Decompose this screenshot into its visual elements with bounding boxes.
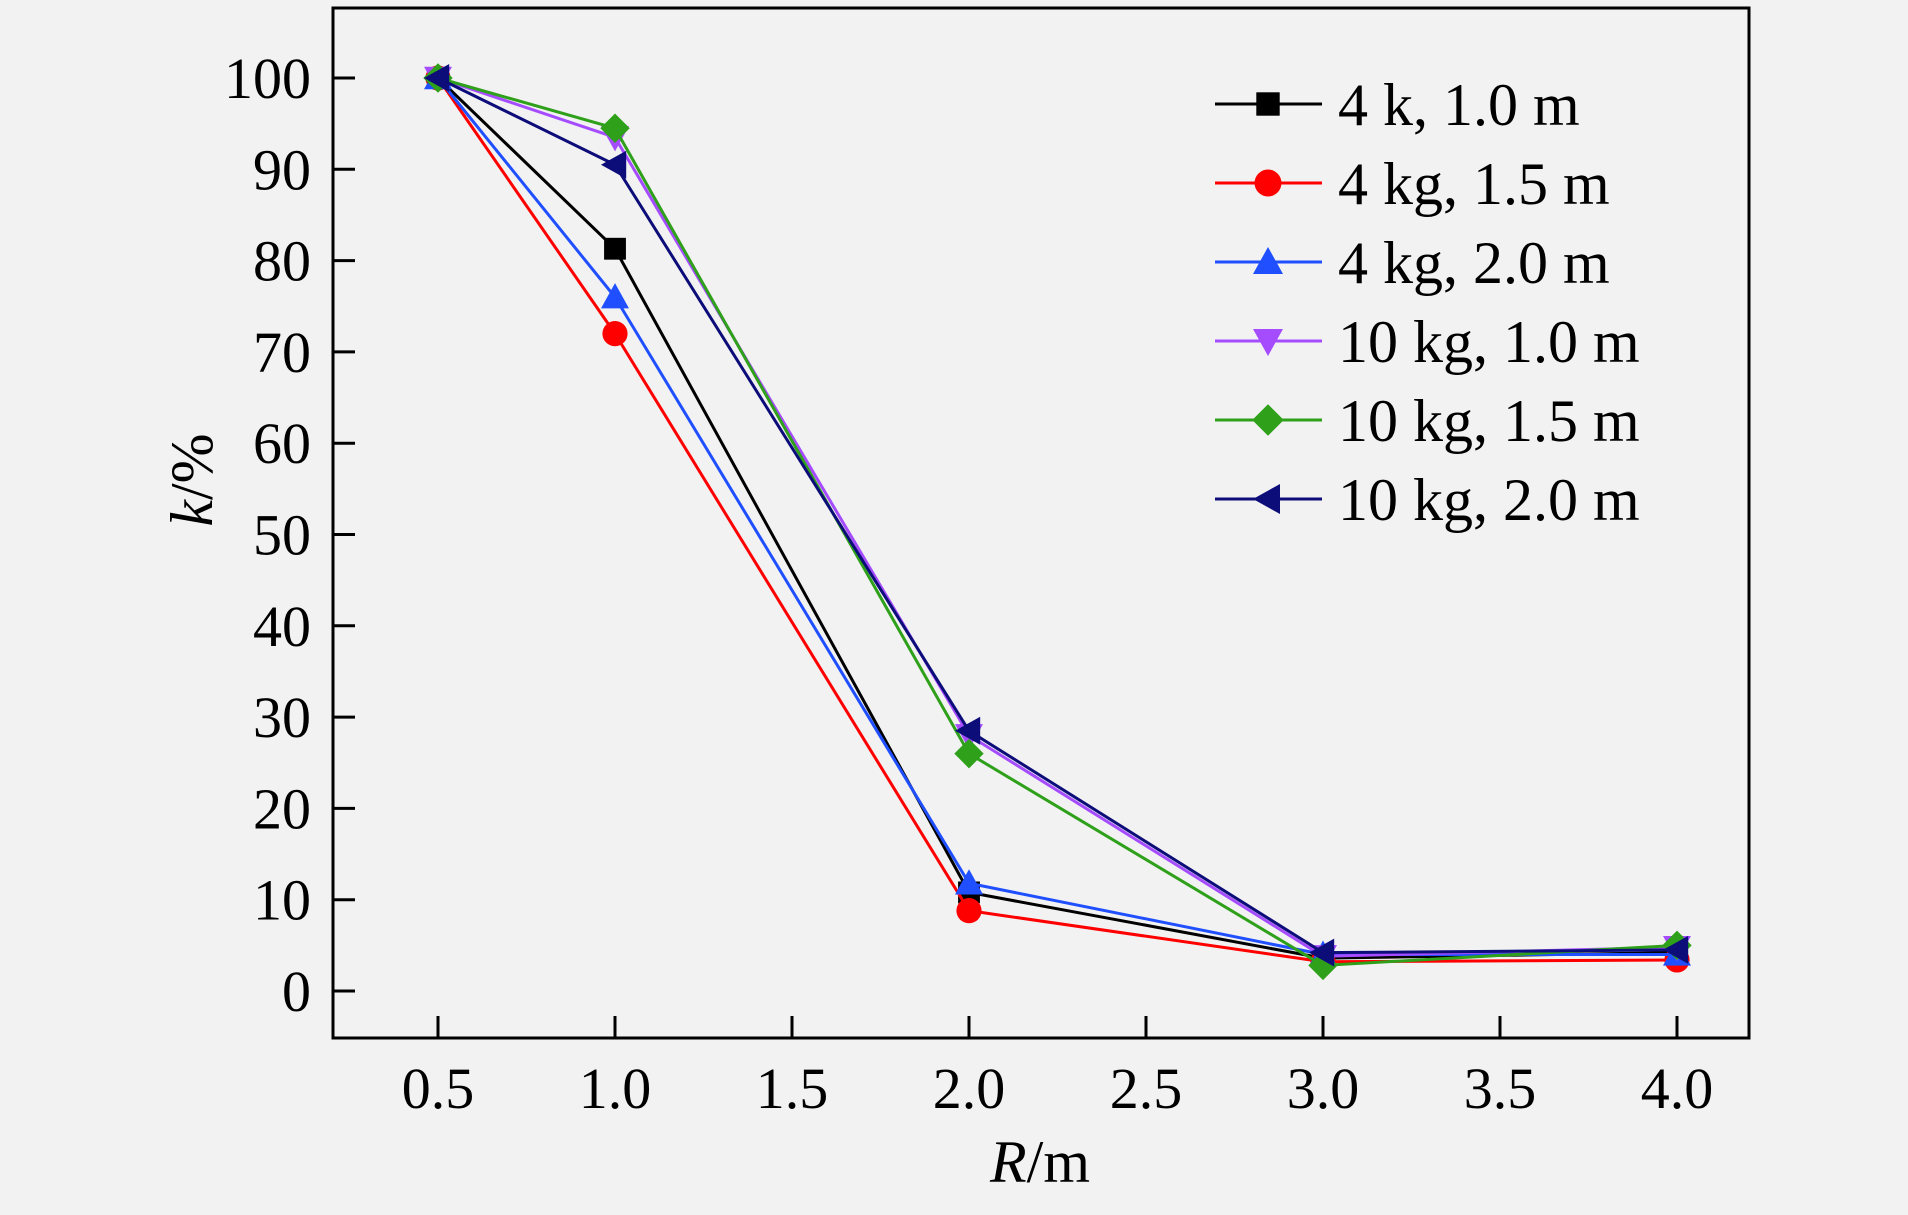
x-tick-label: 3.5 — [1464, 1056, 1537, 1121]
y-axis: 0 10 20 30 40 50 60 70 80 90 100 — [224, 46, 355, 1024]
y-tick-label: 60 — [253, 411, 311, 476]
triangle-left-marker — [1309, 938, 1335, 967]
circle-marker — [602, 321, 628, 347]
x-axis: 0.5 1.0 1.5 2.0 2.5 3.0 3.5 4.0 — [402, 1016, 1714, 1121]
legend-label: 10 kg, 2.0 m — [1338, 467, 1640, 533]
triangle-left-marker — [424, 64, 450, 92]
x-tick-label: 2.5 — [1110, 1056, 1183, 1121]
x-tick-label: 3.0 — [1287, 1056, 1360, 1121]
legend-item: 10 kg, 2.0 m — [1215, 467, 1640, 533]
diamond-marker — [600, 113, 630, 143]
y-tick-label: 10 — [253, 868, 311, 933]
x-axis-title: R/m — [989, 1129, 1090, 1195]
legend-label: 4 kg, 2.0 m — [1338, 230, 1610, 296]
triangle-up-marker — [955, 869, 983, 895]
triangle-left-marker — [955, 716, 981, 745]
x-tick-label: 0.5 — [402, 1056, 475, 1121]
triangle-down-marker — [1253, 329, 1283, 356]
triangle-left-marker — [1253, 484, 1280, 514]
circle-marker — [956, 898, 982, 924]
triangle-up-marker — [601, 283, 629, 309]
y-axis-title: k/% — [159, 433, 225, 526]
y-tick-label: 50 — [253, 503, 311, 568]
y-tick-label: 90 — [253, 137, 311, 202]
legend: 4 k, 1.0 m 4 kg, 1.5 m 4 kg, 2.0 m 10 kg, 1… — [1215, 72, 1640, 533]
y-tick-label: 100 — [224, 46, 311, 111]
legend-item: 4 k, 1.0 m — [1215, 72, 1580, 138]
plot-frame — [331, 6, 1751, 1040]
legend-item: 4 kg, 2.0 m — [1215, 230, 1610, 296]
x-tick-label: 1.5 — [756, 1056, 829, 1121]
series-layer — [423, 63, 1692, 981]
triangle-left-marker — [1663, 935, 1689, 964]
x-tick-label: 2.0 — [933, 1056, 1006, 1121]
series-6 — [424, 64, 1689, 967]
square-marker — [1256, 92, 1280, 116]
diamond-marker — [954, 738, 984, 769]
x-tick-label: 1.0 — [579, 1056, 652, 1121]
legend-item: 10 kg, 1.0 m — [1215, 309, 1640, 375]
legend-item: 10 kg, 1.5 m — [1215, 388, 1640, 454]
y-tick-label: 80 — [253, 229, 311, 294]
legend-label: 10 kg, 1.5 m — [1338, 388, 1640, 454]
legend-label: 4 k, 1.0 m — [1338, 72, 1580, 138]
square-marker — [604, 237, 626, 260]
x-tick-label: 4.0 — [1641, 1056, 1714, 1121]
y-tick-label: 40 — [253, 594, 311, 659]
legend-label: 4 kg, 1.5 m — [1338, 151, 1610, 217]
legend-item: 4 kg, 1.5 m — [1215, 151, 1610, 217]
y-tick-label: 20 — [253, 776, 311, 841]
y-tick-label: 0 — [282, 959, 311, 1024]
triangle-up-marker — [1253, 247, 1283, 274]
legend-label: 10 kg, 1.0 m — [1338, 309, 1640, 375]
circle-marker — [1254, 169, 1282, 197]
y-tick-label: 70 — [253, 320, 311, 385]
triangle-left-marker — [601, 150, 627, 179]
y-tick-label: 30 — [253, 685, 311, 750]
diamond-marker — [1252, 404, 1284, 436]
